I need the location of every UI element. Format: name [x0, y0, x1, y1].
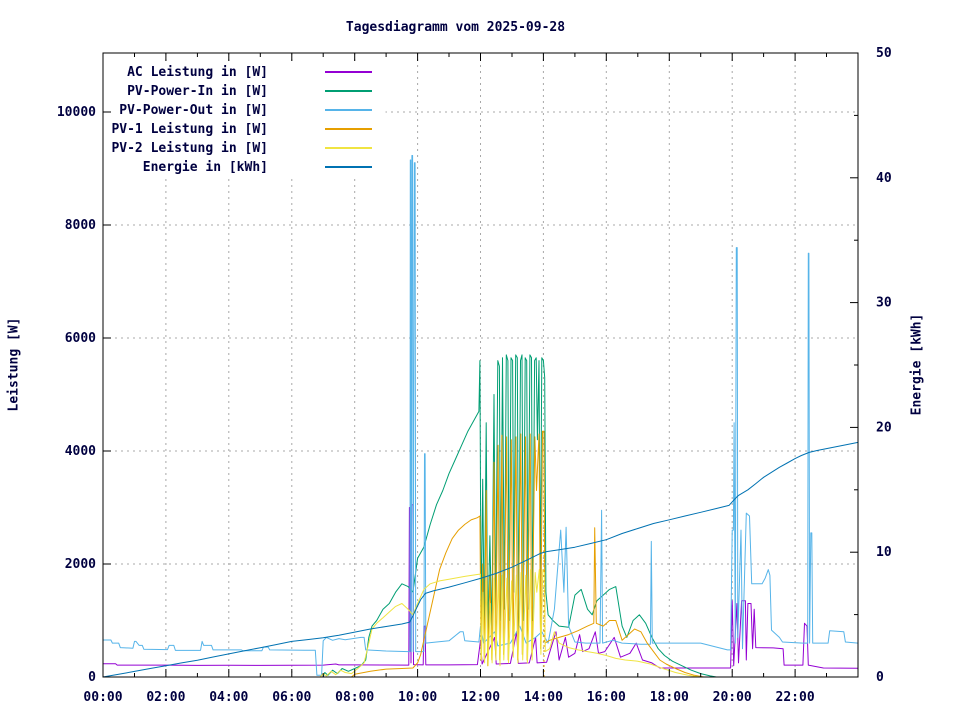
legend-label-ac: AC Leistung in [W]	[127, 65, 268, 80]
legend-item-pv_in: PV-Power-In in [W]	[127, 84, 372, 99]
y-left-tick-label: 2000	[65, 557, 96, 572]
series-ac	[103, 504, 859, 669]
legend-item-pv2: PV-2 Leistung in [W]	[111, 141, 372, 156]
legend-item-pv1: PV-1 Leistung in [W]	[111, 122, 372, 137]
legend-item-pv_out: PV-Power-Out in [W]	[119, 103, 372, 118]
x-tick-label: 02:00	[146, 690, 185, 705]
x-tick-label: 18:00	[650, 690, 689, 705]
x-tick-label: 20:00	[713, 690, 752, 705]
x-tick-label: 10:00	[398, 690, 437, 705]
x-tick-label: 00:00	[83, 690, 122, 705]
x-tick-label: 08:00	[335, 690, 374, 705]
legend-label-pv_in: PV-Power-In in [W]	[127, 84, 268, 99]
legend-label-energie: Energie in [kWh]	[143, 160, 268, 175]
x-tick-label: 04:00	[209, 690, 248, 705]
series-pv_in	[103, 354, 858, 678]
series-pv2	[103, 569, 858, 678]
y-left-tick-label: 4000	[65, 444, 96, 459]
y-right-tick-label: 40	[876, 171, 892, 186]
y-left-tick-label: 8000	[65, 218, 96, 233]
x-tick-label: 06:00	[272, 690, 311, 705]
y-left-tick-label: 0	[88, 670, 96, 685]
legend-item-energie: Energie in [kWh]	[143, 160, 372, 175]
legend-label-pv2: PV-2 Leistung in [W]	[111, 141, 268, 156]
series-energie	[102, 441, 859, 678]
y-left-tick-label: 6000	[65, 331, 96, 346]
y-right-tick-label: 10	[876, 545, 892, 560]
legend-box	[104, 61, 386, 176]
legend-label-pv_out: PV-Power-Out in [W]	[119, 103, 268, 118]
legend-item-ac: AC Leistung in [W]	[127, 65, 372, 80]
chart-title: Tagesdiagramm vom 2025-09-28	[345, 20, 566, 35]
y-right-tick-label: 20	[876, 420, 892, 435]
y-right-tick-label: 50	[876, 46, 892, 61]
x-tick-label: 14:00	[524, 690, 563, 705]
y-left-tick-label: 10000	[57, 105, 96, 120]
y-right-tick-label: 0	[876, 670, 884, 685]
legend-label-pv1: PV-1 Leistung in [W]	[111, 122, 268, 137]
y-right-tick-label: 30	[876, 296, 892, 311]
x-tick-label: 16:00	[587, 690, 626, 705]
x-tick-label: 12:00	[461, 690, 500, 705]
x-tick-label: 22:00	[776, 690, 815, 705]
